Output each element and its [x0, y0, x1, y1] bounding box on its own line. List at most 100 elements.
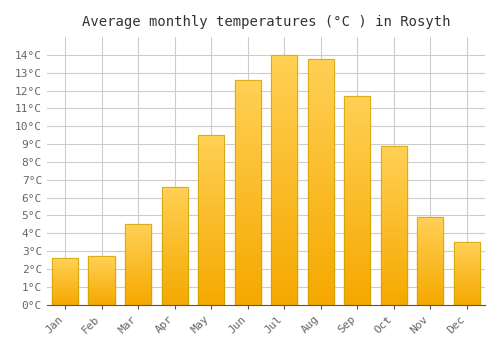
Bar [88, 260, 115, 261]
Bar [344, 150, 370, 154]
Bar [308, 152, 334, 157]
Bar [380, 209, 407, 212]
Bar [417, 299, 444, 301]
Bar [344, 242, 370, 246]
Bar [380, 190, 407, 194]
Bar [198, 162, 224, 166]
Bar [308, 300, 334, 304]
Bar [271, 65, 297, 70]
Bar [417, 262, 444, 264]
Bar [88, 291, 115, 292]
Bar [380, 146, 407, 304]
Bar [417, 282, 444, 284]
Bar [454, 262, 480, 264]
Bar [271, 140, 297, 145]
Bar [271, 180, 297, 185]
Bar [417, 231, 444, 233]
Bar [234, 264, 261, 269]
Bar [344, 138, 370, 142]
Bar [234, 170, 261, 174]
Bar [454, 242, 480, 243]
Bar [125, 236, 152, 237]
Bar [308, 211, 334, 216]
Bar [454, 303, 480, 304]
Bar [52, 280, 78, 281]
Bar [417, 217, 444, 304]
Bar [271, 70, 297, 75]
Bar [52, 298, 78, 299]
Bar [125, 287, 152, 288]
Bar [271, 275, 297, 280]
Bar [454, 267, 480, 268]
Bar [271, 85, 297, 90]
Bar [308, 103, 334, 108]
Bar [88, 272, 115, 273]
Bar [417, 261, 444, 262]
Bar [125, 228, 152, 229]
Bar [308, 187, 334, 191]
Bar [454, 275, 480, 276]
Bar [162, 203, 188, 206]
Bar [162, 251, 188, 253]
Bar [198, 186, 224, 189]
Bar [198, 240, 224, 244]
Bar [125, 252, 152, 253]
Bar [344, 209, 370, 213]
Bar [162, 260, 188, 262]
Bar [344, 117, 370, 121]
Bar [380, 301, 407, 304]
Bar [417, 223, 444, 224]
Bar [162, 243, 188, 246]
Bar [380, 146, 407, 149]
Bar [308, 191, 334, 196]
Bar [162, 201, 188, 203]
Bar [344, 146, 370, 150]
Bar [52, 266, 78, 267]
Bar [417, 284, 444, 285]
Bar [162, 281, 188, 284]
Bar [162, 253, 188, 255]
Bar [417, 276, 444, 278]
Bar [417, 256, 444, 257]
Bar [417, 245, 444, 247]
Bar [52, 292, 78, 293]
Bar [198, 149, 224, 152]
Bar [162, 290, 188, 293]
Bar [162, 208, 188, 210]
Bar [454, 252, 480, 253]
Bar [88, 268, 115, 269]
Bar [234, 120, 261, 125]
Bar [308, 83, 334, 88]
Bar [271, 230, 297, 235]
Bar [125, 242, 152, 244]
Bar [125, 300, 152, 301]
Bar [125, 303, 152, 304]
Bar [234, 89, 261, 93]
Bar [271, 220, 297, 225]
Bar [198, 291, 224, 294]
Bar [344, 130, 370, 133]
Bar [380, 168, 407, 171]
Bar [125, 295, 152, 296]
Bar [162, 199, 188, 201]
Bar [308, 157, 334, 162]
Bar [308, 98, 334, 103]
Bar [271, 160, 297, 165]
Bar [271, 225, 297, 230]
Bar [198, 189, 224, 193]
Bar [234, 201, 261, 206]
Bar [125, 266, 152, 268]
Bar [308, 132, 334, 137]
Bar [308, 142, 334, 147]
Bar [198, 260, 224, 264]
Bar [344, 167, 370, 171]
Bar [417, 290, 444, 292]
Bar [308, 231, 334, 236]
Bar [234, 255, 261, 260]
Bar [52, 300, 78, 301]
Bar [308, 63, 334, 68]
Bar [454, 295, 480, 296]
Bar [52, 303, 78, 304]
Bar [198, 142, 224, 145]
Bar [52, 262, 78, 263]
